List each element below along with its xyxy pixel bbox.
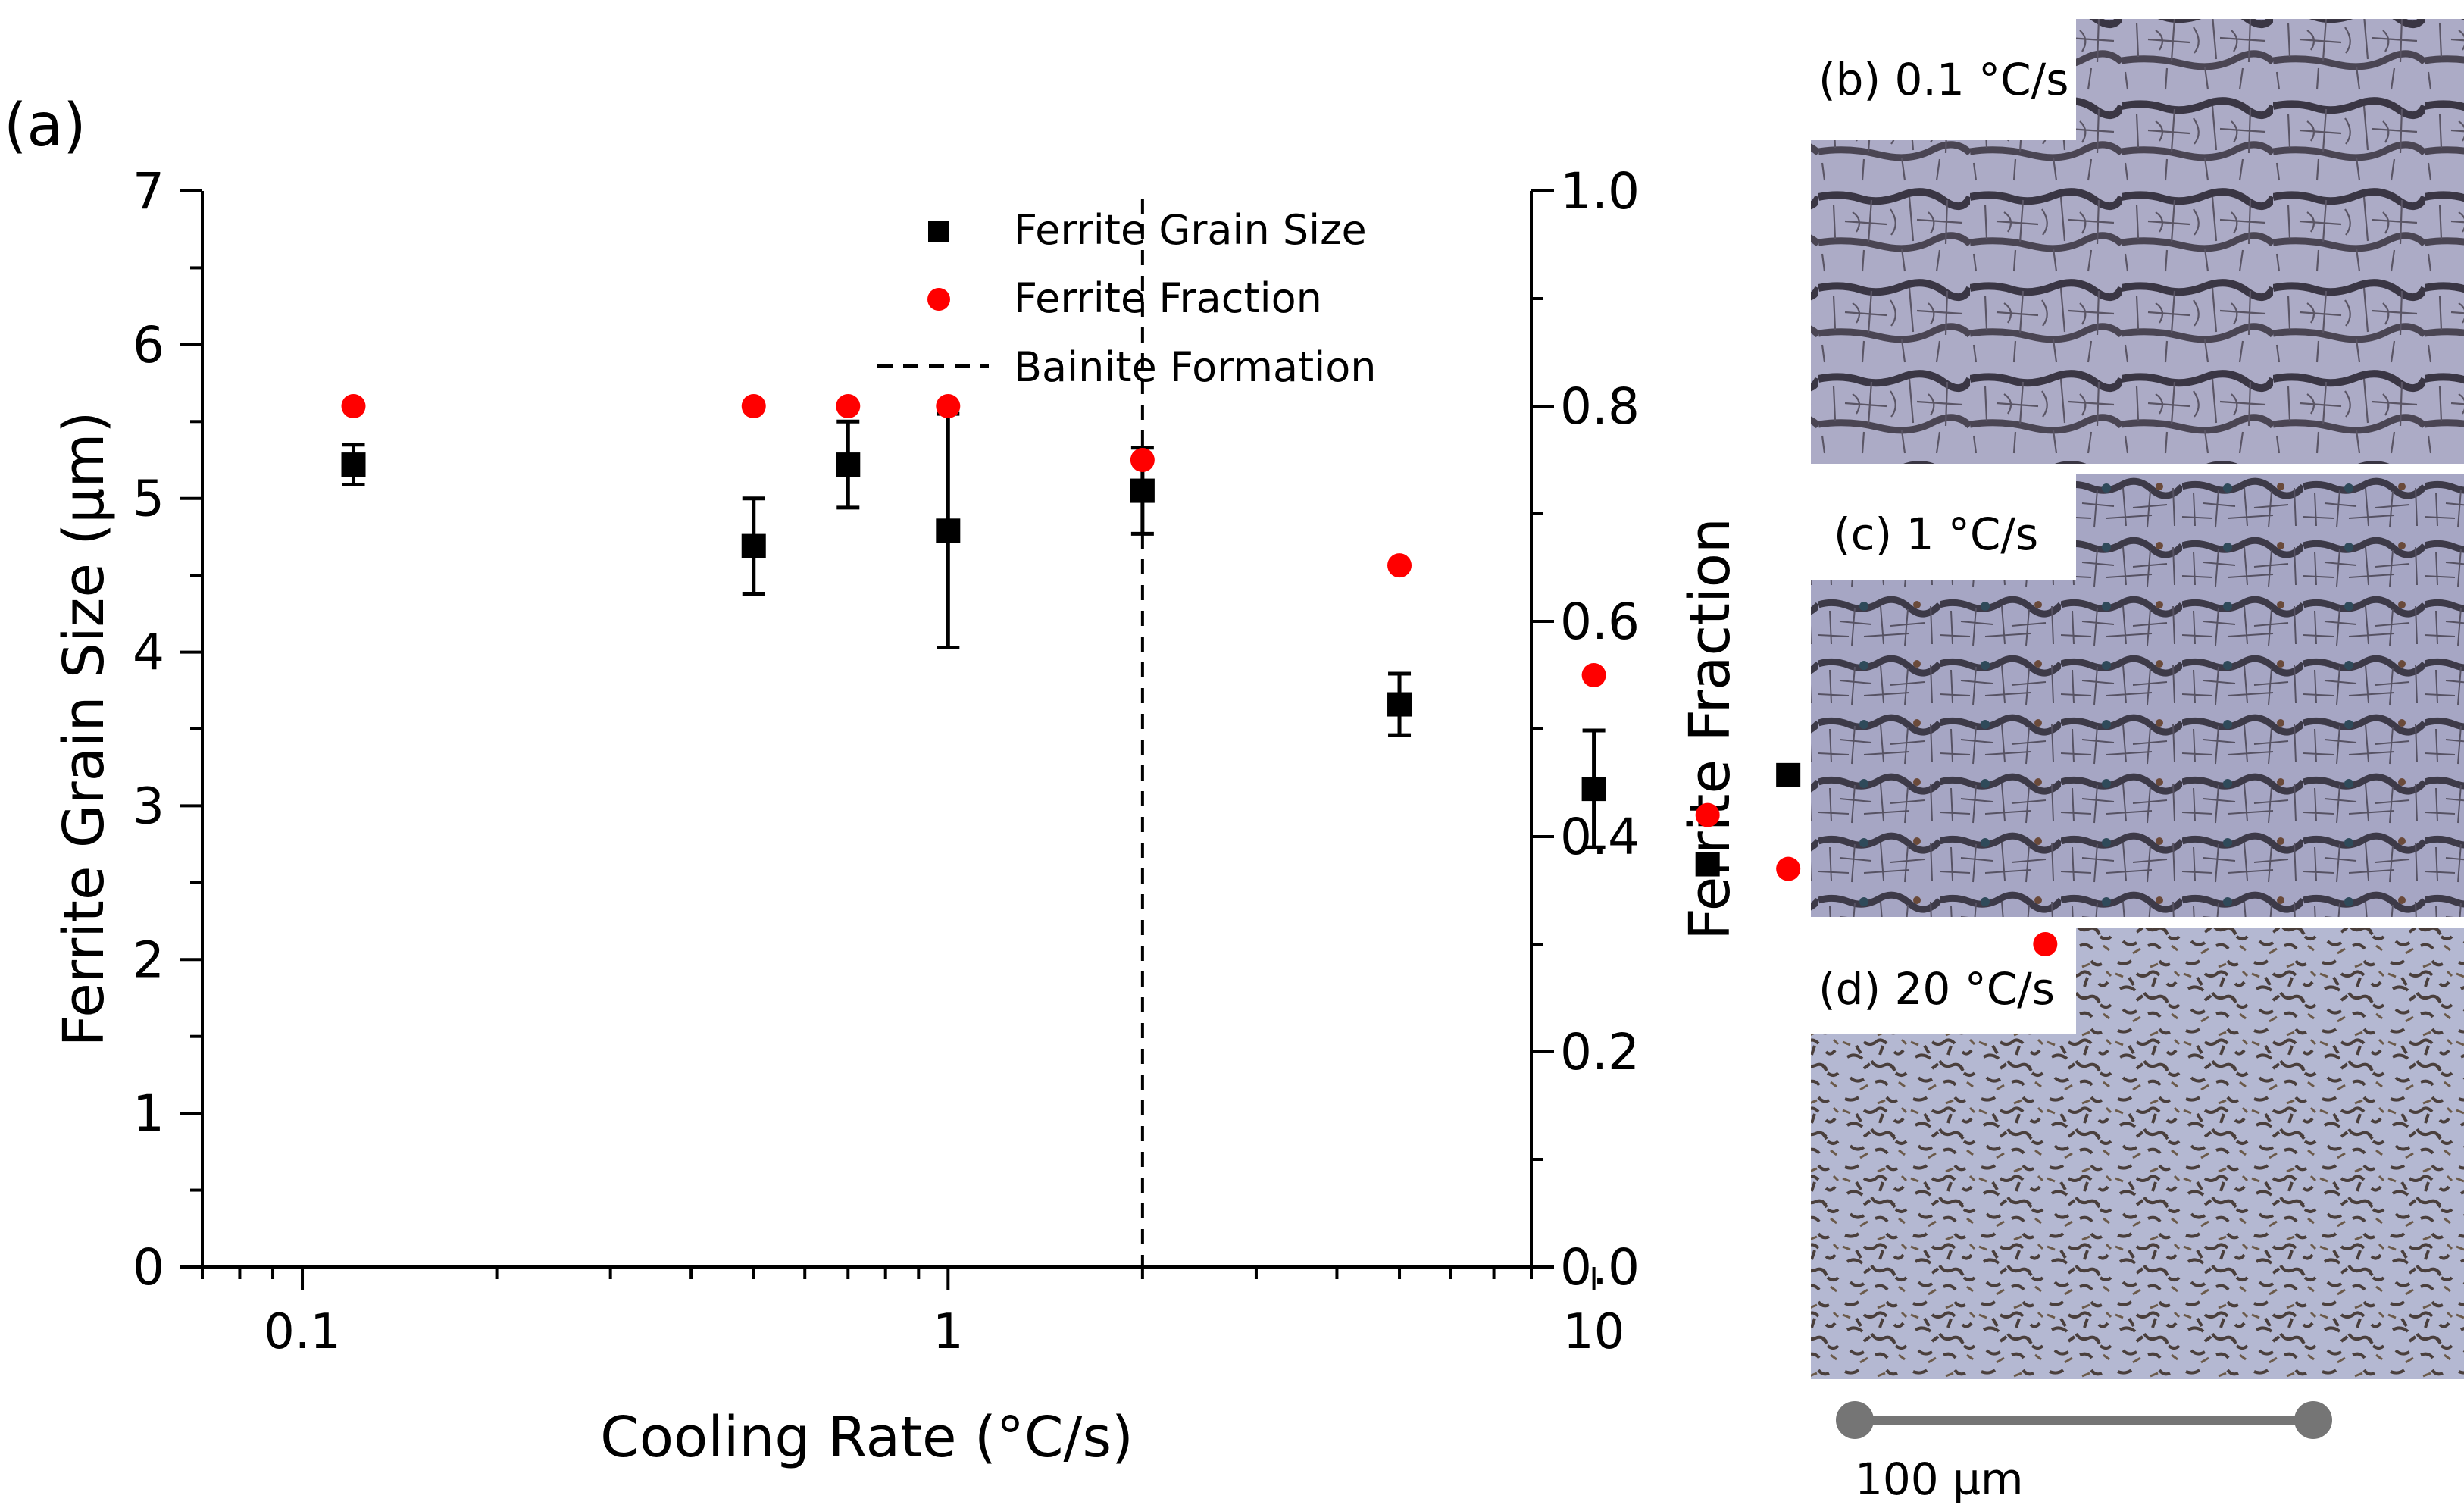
x-tick-label: 10 — [1563, 1304, 1624, 1360]
y-axis-left-title: Ferrite Grain Size (µm) — [52, 411, 117, 1047]
y-right-tick-label: 0.4 — [1560, 808, 1640, 866]
y-left-tick-label: 0 — [133, 1238, 164, 1297]
micrograph-b-label: (b) 0.1 °C/s — [1818, 54, 2068, 105]
x-tick-label: 0.1 — [264, 1304, 341, 1360]
grain-size-point — [1695, 852, 1720, 877]
legend-label-bainite: Bainite Formation — [1014, 343, 1377, 391]
micrograph-c-label: (c) 1 °C/s — [1834, 508, 2038, 560]
grain-size-point — [341, 452, 366, 477]
ferrite-fraction-point — [2033, 932, 2058, 956]
scale-bar: 100 µm — [1836, 1401, 2332, 1505]
ferrite-fraction-point — [1130, 448, 1155, 472]
micrograph-d: (d) 20 °C/s — [1811, 928, 2464, 1379]
scale-bar-right-cap — [2294, 1401, 2332, 1439]
x-axis-title: Cooling Rate (°C/s) — [600, 1405, 1134, 1470]
y-right-tick-label: 0.6 — [1560, 593, 1640, 651]
series-ferrite-fraction — [341, 394, 2058, 956]
grain-size-point — [1387, 692, 1412, 717]
y-left-tick-label: 4 — [133, 624, 164, 682]
ferrite-fraction-point — [936, 394, 961, 418]
ferrite-fraction-point — [341, 394, 366, 418]
panel-label: (a) — [4, 92, 86, 160]
micrograph-d-label: (d) 20 °C/s — [1818, 963, 2055, 1015]
y-left-tick-label: 1 — [133, 1084, 164, 1143]
grain-size-point — [1130, 478, 1155, 503]
ferrite-fraction-point — [1695, 802, 1720, 827]
x-tick-label: 1 — [933, 1304, 964, 1360]
grain-size-point — [836, 452, 861, 477]
series-ferrite-grain-size — [341, 452, 2058, 880]
chart: (a) 0.1 1 10 0 1 2 3 4 5 6 7 0.0 0.2 0.4 0.6 0.8 1.0 Coo… — [4, 92, 2058, 1470]
y-left-tick-label: 3 — [133, 777, 164, 835]
legend-label-grain: Ferrite Grain Size — [1014, 206, 1367, 254]
grain-size-point — [741, 533, 766, 558]
scale-bar-left-cap — [1836, 1401, 1874, 1439]
ferrite-fraction-point — [1581, 663, 1606, 687]
y-left-tick-label: 2 — [133, 931, 164, 989]
y-right-tick-label: 1.0 — [1560, 162, 1640, 221]
y-left-tick-label: 6 — [133, 316, 164, 374]
tick-labels: 0.1 1 10 0 1 2 3 4 5 6 7 0.0 0.2 0.4 0.6 0.8 1.0 — [133, 162, 1640, 1360]
error-bars — [342, 411, 1606, 849]
grain-size-point — [1776, 762, 1801, 787]
micrograph-panels: (b) 0.1 °C/s (c) 1 °C/s (d) 20 °C/s 100 … — [1811, 19, 2464, 1505]
y-left-tick-label: 7 — [133, 162, 164, 221]
ferrite-fraction-point — [741, 394, 766, 418]
grain-size-point — [936, 518, 961, 543]
legend: Ferrite Grain Size Ferrite Fraction Bain… — [877, 206, 1377, 391]
axis-ticks — [180, 189, 1596, 1290]
grain-size-point — [1581, 777, 1606, 802]
micrograph-b: (b) 0.1 °C/s — [1811, 19, 2464, 464]
ferrite-fraction-point — [836, 394, 861, 418]
legend-marker-grain — [928, 221, 949, 242]
legend-label-fraction: Ferrite Fraction — [1014, 274, 1322, 322]
micrograph-c: (c) 1 °C/s — [1811, 474, 2464, 917]
y-left-tick-label: 5 — [133, 470, 164, 528]
y-right-tick-label: 0.8 — [1560, 377, 1640, 436]
y-right-tick-label: 0.2 — [1560, 1023, 1640, 1081]
scale-bar-label: 100 µm — [1855, 1453, 2024, 1505]
ferrite-fraction-point — [1387, 553, 1412, 578]
y-axis-right-title: Ferrite Fraction — [1678, 518, 1743, 940]
ferrite-fraction-point — [1776, 856, 1801, 881]
legend-marker-fraction — [927, 288, 950, 311]
y-right-tick-label: 0.0 — [1560, 1238, 1640, 1297]
